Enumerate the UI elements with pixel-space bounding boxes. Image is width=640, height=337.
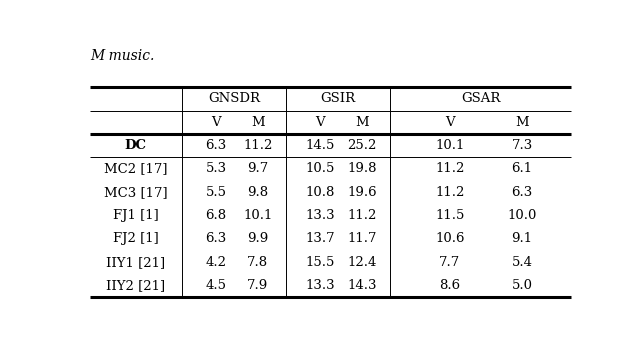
Text: V: V	[445, 116, 454, 129]
Text: 5.5: 5.5	[205, 186, 227, 199]
Text: V: V	[316, 116, 325, 129]
Text: 10.1: 10.1	[243, 209, 273, 222]
Text: FJ2 [1]: FJ2 [1]	[113, 233, 159, 245]
Text: 5.4: 5.4	[511, 256, 532, 269]
Text: MC2 [17]: MC2 [17]	[104, 162, 168, 175]
Text: GSAR: GSAR	[461, 92, 500, 105]
Text: 9.9: 9.9	[247, 233, 268, 245]
Text: GNSDR: GNSDR	[208, 92, 260, 105]
Text: 10.8: 10.8	[305, 186, 335, 199]
Text: 8.6: 8.6	[439, 279, 460, 292]
Text: 14.5: 14.5	[305, 139, 335, 152]
Text: 4.5: 4.5	[205, 279, 227, 292]
Text: 7.3: 7.3	[511, 139, 532, 152]
Text: 7.7: 7.7	[439, 256, 460, 269]
Text: 19.8: 19.8	[347, 162, 376, 175]
Text: M: M	[355, 116, 369, 129]
Text: 10.5: 10.5	[305, 162, 335, 175]
Text: M: M	[251, 116, 264, 129]
Text: DC: DC	[125, 139, 147, 152]
Text: 11.2: 11.2	[347, 209, 376, 222]
Text: 4.2: 4.2	[205, 256, 227, 269]
Text: 15.5: 15.5	[305, 256, 335, 269]
Text: 19.6: 19.6	[347, 186, 377, 199]
Text: 11.7: 11.7	[347, 233, 376, 245]
Text: 11.2: 11.2	[435, 162, 465, 175]
Text: 10.1: 10.1	[435, 139, 465, 152]
Text: 11.2: 11.2	[243, 139, 273, 152]
Text: M music.: M music.	[90, 49, 154, 63]
Text: 13.7: 13.7	[305, 233, 335, 245]
Text: V: V	[211, 116, 221, 129]
Text: 9.7: 9.7	[247, 162, 268, 175]
Text: GSIR: GSIR	[321, 92, 355, 105]
Text: 6.3: 6.3	[511, 186, 532, 199]
Text: 11.5: 11.5	[435, 209, 465, 222]
Text: 13.3: 13.3	[305, 279, 335, 292]
Text: FJ1 [1]: FJ1 [1]	[113, 209, 159, 222]
Text: 7.9: 7.9	[247, 279, 268, 292]
Text: 25.2: 25.2	[347, 139, 376, 152]
Text: 9.1: 9.1	[511, 233, 532, 245]
Text: M: M	[515, 116, 529, 129]
Text: 6.1: 6.1	[511, 162, 532, 175]
Text: 14.3: 14.3	[347, 279, 376, 292]
Text: 9.8: 9.8	[247, 186, 268, 199]
Text: 12.4: 12.4	[347, 256, 376, 269]
Text: 6.3: 6.3	[205, 139, 227, 152]
Text: 6.3: 6.3	[205, 233, 227, 245]
Text: 10.6: 10.6	[435, 233, 465, 245]
Text: 5.0: 5.0	[511, 279, 532, 292]
Text: 5.3: 5.3	[205, 162, 227, 175]
Text: IIY1 [21]: IIY1 [21]	[106, 256, 165, 269]
Text: 11.2: 11.2	[435, 186, 465, 199]
Text: 6.8: 6.8	[205, 209, 227, 222]
Text: 13.3: 13.3	[305, 209, 335, 222]
Text: 7.8: 7.8	[247, 256, 268, 269]
Text: 10.0: 10.0	[508, 209, 537, 222]
Text: IIY2 [21]: IIY2 [21]	[106, 279, 165, 292]
Text: MC3 [17]: MC3 [17]	[104, 186, 168, 199]
